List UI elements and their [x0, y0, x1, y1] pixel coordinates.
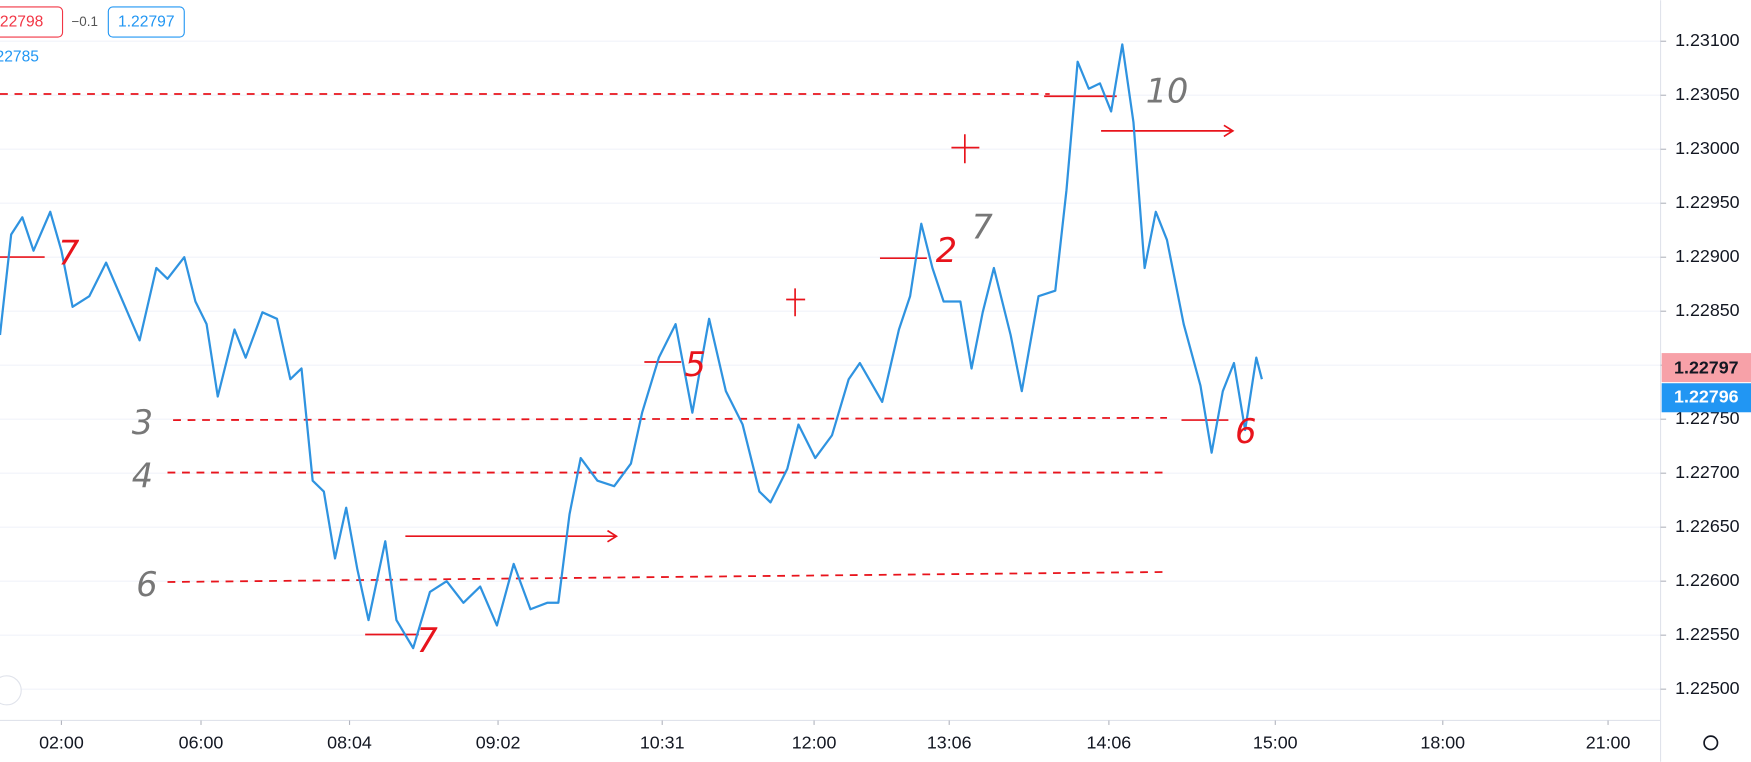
price-badge-label: 1.22797	[1674, 357, 1739, 377]
y-tick-label: 1.22750	[1675, 408, 1740, 428]
sub-value: 22785	[0, 48, 39, 65]
y-tick-label: 1.22500	[1675, 678, 1740, 698]
x-tick-label: 06:00	[179, 733, 224, 753]
y-tick-label: 1.22550	[1675, 624, 1740, 644]
legend-value: 1.22797	[118, 14, 174, 31]
annotation: 4	[132, 457, 153, 496]
x-tick-label: 14:06	[1087, 733, 1132, 753]
annotation: 3	[132, 403, 153, 442]
legend-value: .22798	[0, 14, 44, 31]
x-axis: 02:00 06:00 08:04 09:02 10:31 12:00 13:06 14:06…	[39, 720, 1631, 753]
y-tick-label: 1.22650	[1675, 516, 1740, 536]
y-axis: 1.22500 1.22550 1.22600 1.22650 1.22700 1.227…	[1660, 30, 1740, 698]
annotation: 6	[136, 565, 157, 604]
x-tick-label: 13:06	[927, 733, 972, 753]
price-badge	[1661, 353, 1751, 383]
y-tick-label: 1.23050	[1675, 84, 1740, 104]
annotation: 7	[417, 621, 438, 660]
y-tick-label: 1.22850	[1675, 300, 1740, 320]
scroll-button[interactable]	[0, 675, 22, 706]
settings-icon[interactable]	[1703, 735, 1719, 751]
drawn-levels	[0, 93, 1167, 583]
annotation: 7	[58, 233, 79, 272]
x-tick-label: 12:00	[792, 733, 837, 753]
y-tick-label: 1.23000	[1675, 138, 1740, 158]
annotation: 10	[1146, 71, 1189, 110]
x-tick-label: 21:00	[1586, 733, 1631, 753]
x-tick-label: 18:00	[1420, 733, 1465, 753]
legend-value: −0.1	[71, 14, 97, 29]
arrow	[1101, 124, 1235, 138]
plus	[786, 288, 806, 317]
x-tick-label: 08:04	[327, 733, 372, 753]
annotation: 7	[972, 208, 993, 247]
y-tick-label: 1.22600	[1675, 570, 1740, 590]
x-tick-label: 09:02	[476, 733, 521, 753]
y-tick-label: 1.22900	[1675, 246, 1740, 266]
price-badge	[1661, 383, 1751, 413]
x-tick-label: 15:00	[1253, 733, 1298, 753]
price-line	[0, 43, 1263, 650]
y-tick-label: 1.22700	[1675, 462, 1740, 482]
annotation: 6	[1235, 412, 1256, 451]
legend-box[interactable]	[107, 6, 185, 38]
arrow	[405, 529, 619, 543]
annotation: 2	[936, 231, 957, 270]
stroke	[0, 95, 1229, 636]
y-tick-label: 1.23100	[1675, 30, 1740, 50]
level-line	[167, 571, 1167, 583]
x-tick-label: 10:31	[640, 733, 685, 753]
level-line	[173, 416, 1167, 421]
price-badge-label: 1.22796	[1674, 386, 1739, 406]
drawn-marks	[0, 95, 1235, 636]
y-tick-label: 1.22950	[1675, 192, 1740, 212]
annotation: 5	[685, 345, 706, 384]
plus	[951, 134, 980, 164]
legend-box[interactable]	[0, 6, 64, 38]
x-tick-label: 02:00	[39, 733, 84, 753]
